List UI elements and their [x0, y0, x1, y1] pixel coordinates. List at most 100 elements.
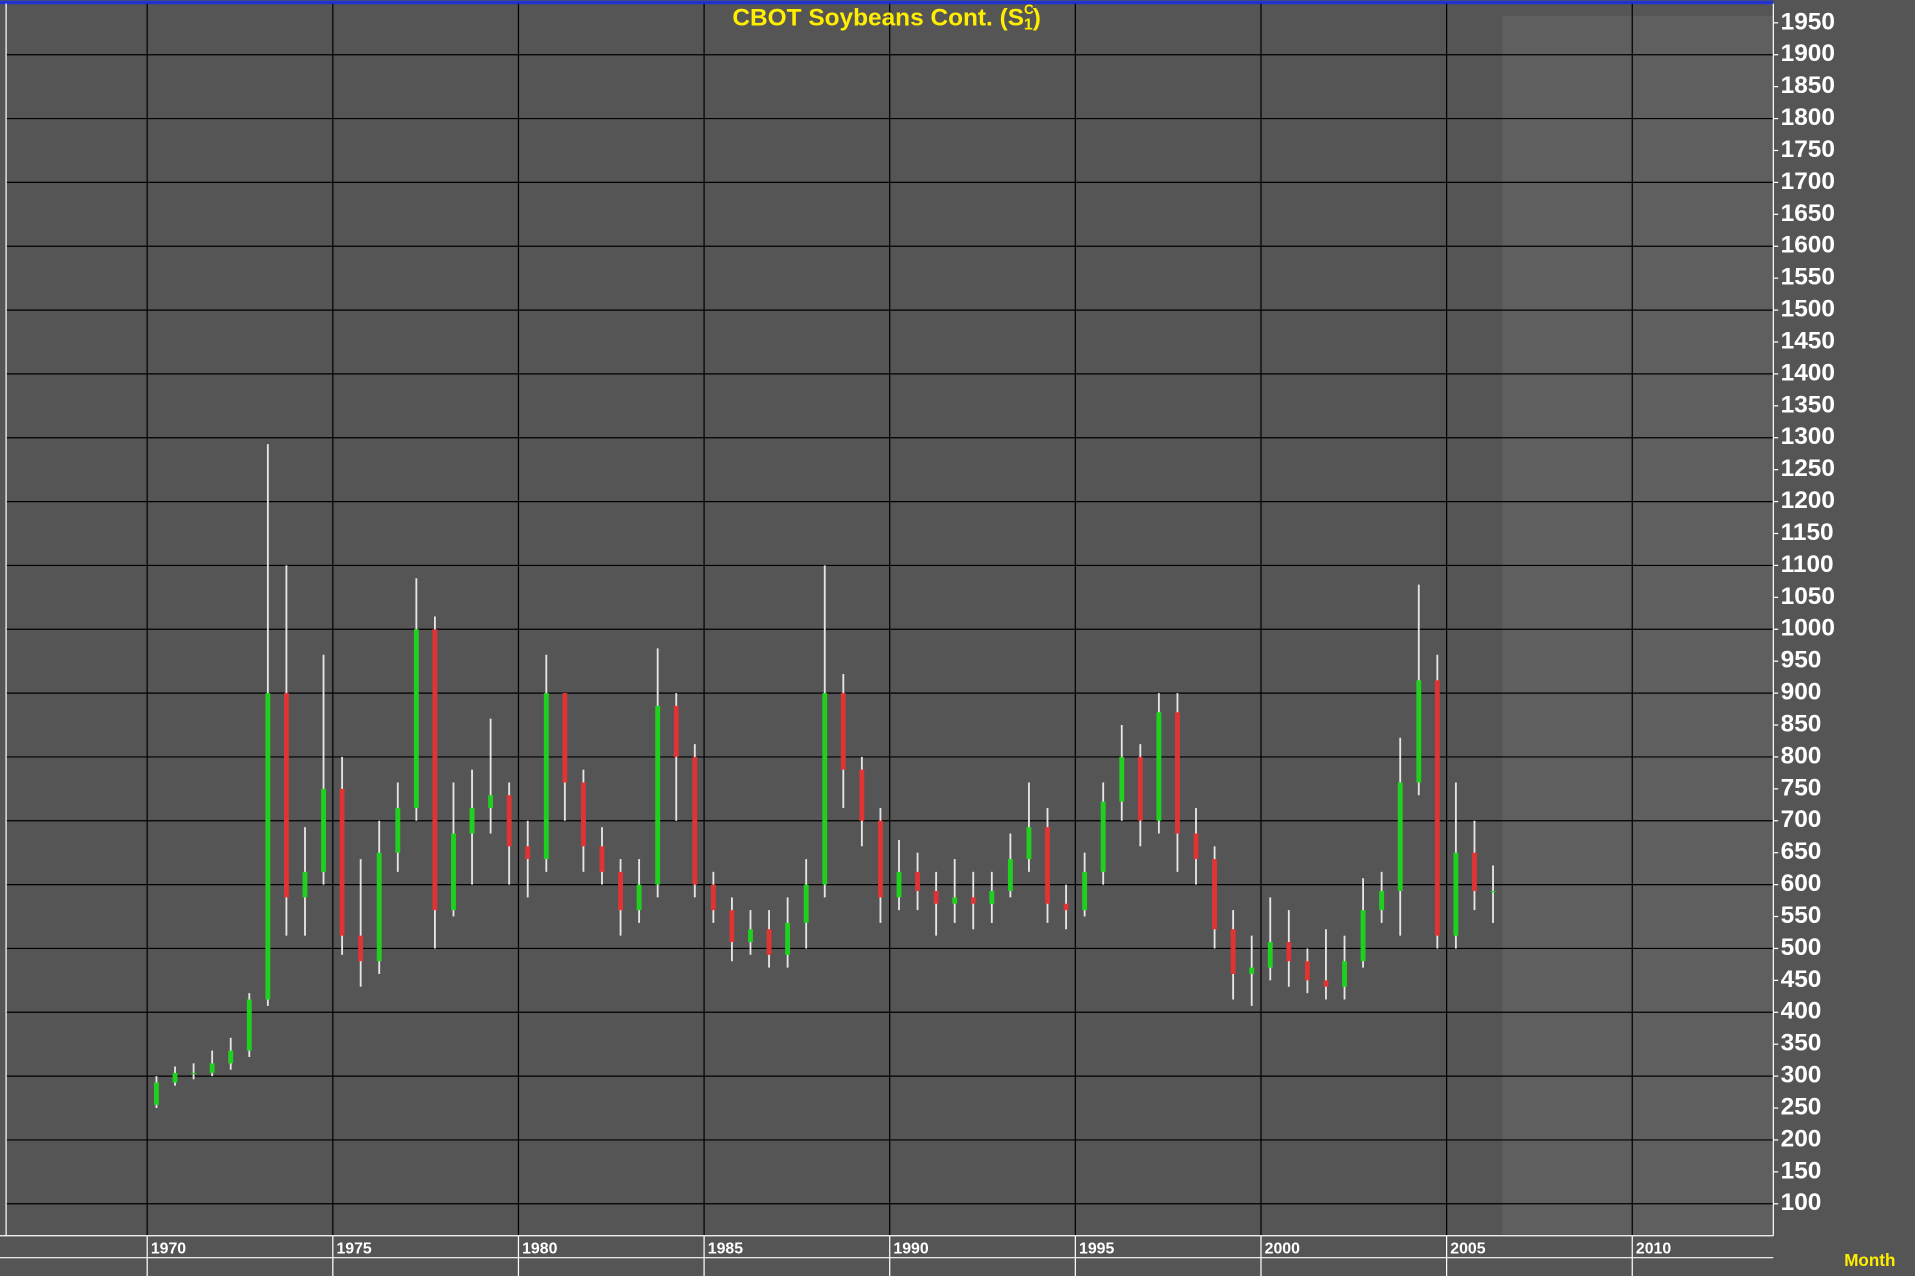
- x-tick-label: 2005: [1450, 1240, 1485, 1257]
- y-tick-label: 700: [1781, 806, 1822, 833]
- y-tick-label: 200: [1781, 1125, 1822, 1152]
- y-tick-label: 1300: [1781, 423, 1835, 450]
- y-tick-label: 1150: [1781, 519, 1834, 546]
- y-tick-label: 800: [1781, 742, 1822, 769]
- bar-body: [618, 871, 623, 911]
- bar-body: [859, 769, 865, 821]
- x-tick-label: 1975: [336, 1240, 371, 1257]
- y-tick-label: 1400: [1781, 359, 1835, 386]
- bar-body: [896, 871, 902, 898]
- x-tick-label: 1980: [522, 1240, 557, 1257]
- bar-body: [1323, 980, 1329, 987]
- bar-body: [692, 756, 698, 885]
- bar-body: [469, 808, 475, 834]
- bar-body: [1026, 827, 1032, 860]
- title-sup: C: [1024, 1, 1034, 16]
- title-main: CBOT Soybeans Cont. (S: [732, 5, 1024, 32]
- y-tick-label: 1650: [1781, 200, 1835, 227]
- y-tick-label: 1200: [1781, 487, 1835, 514]
- y-tick-label: 350: [1781, 1030, 1822, 1057]
- bar-body: [1175, 712, 1180, 834]
- bar-body: [1212, 859, 1218, 930]
- y-tick-label: 1800: [1781, 104, 1835, 131]
- x-tick-label: 1990: [893, 1240, 928, 1257]
- title-sub: 1: [1024, 17, 1033, 34]
- bar-body: [1045, 827, 1050, 904]
- bar-body: [1434, 680, 1440, 936]
- y-tick-label: 1750: [1781, 136, 1835, 163]
- bar-body: [1007, 859, 1013, 891]
- bar-body: [1063, 903, 1069, 911]
- bar-body: [1082, 871, 1088, 911]
- bar-body: [636, 884, 642, 911]
- y-tick-label: 1100: [1781, 551, 1834, 578]
- bar-body: [154, 1082, 159, 1105]
- y-tick-label: 900: [1781, 679, 1822, 706]
- bar-body: [655, 705, 661, 885]
- bar-body: [1119, 756, 1125, 802]
- bar-body: [1286, 942, 1292, 962]
- x-tick-label: 1995: [1079, 1240, 1114, 1257]
- bars: [154, 444, 1496, 1109]
- y-tick-label: 600: [1781, 870, 1822, 897]
- bar-body: [822, 693, 828, 885]
- y-tick-label: 100: [1781, 1189, 1822, 1216]
- bar-body: [1156, 712, 1162, 821]
- y-tick-label: 300: [1781, 1062, 1822, 1089]
- bar-body: [877, 820, 883, 898]
- bar-body: [562, 693, 568, 783]
- bar-body: [1379, 890, 1385, 911]
- y-tick-label: 400: [1781, 998, 1822, 1025]
- y-tick-label: 1900: [1781, 40, 1835, 67]
- bar-body: [933, 890, 939, 904]
- bar-body: [172, 1072, 178, 1083]
- x-tick-label: 2010: [1636, 1240, 1671, 1257]
- period-label: Month: [1844, 1251, 1895, 1270]
- y-tick-label: 1700: [1781, 168, 1835, 195]
- y-tick-label: 1250: [1781, 455, 1835, 482]
- bar-body: [785, 922, 791, 955]
- bar-body: [710, 884, 716, 911]
- y-tick-label: 750: [1781, 774, 1822, 801]
- y-tick-label: 950: [1781, 647, 1822, 674]
- bar-body: [302, 871, 308, 898]
- y-tick-label: 1450: [1781, 327, 1835, 354]
- bar-body: [748, 929, 753, 943]
- y-tick-label: 1550: [1781, 264, 1835, 291]
- y-tick-label: 650: [1781, 838, 1822, 865]
- bar-body: [989, 890, 995, 904]
- y-tick-label: 150: [1781, 1157, 1822, 1184]
- bar-body: [321, 788, 326, 872]
- bar-body: [451, 833, 456, 911]
- y-tick-label: 1950: [1781, 8, 1835, 35]
- bar-body: [395, 808, 401, 853]
- y-tick-label: 500: [1781, 934, 1822, 961]
- bar-body: [952, 897, 958, 904]
- bar-body: [209, 1063, 215, 1073]
- grid: [6, 3, 1774, 1236]
- bar-body: [729, 910, 735, 943]
- bar-body: [1267, 942, 1273, 968]
- axis-labels: 100 150 200 250 300 350 400 450 500 550 600 650 700 7…: [146, 8, 1835, 1276]
- bar-body: [1193, 833, 1199, 860]
- bar-body: [376, 852, 382, 962]
- x-tick-label: 1970: [151, 1240, 186, 1257]
- y-tick-label: 250: [1781, 1093, 1822, 1120]
- bar-body: [766, 929, 772, 955]
- y-tick-label: 1000: [1781, 615, 1835, 642]
- empty-area: [1502, 15, 1774, 1235]
- bar-body: [803, 884, 809, 923]
- x-tick-label: 2000: [1265, 1240, 1300, 1257]
- bar-body: [599, 846, 605, 872]
- chart-title: CBOT Soybeans Cont. (SC 1): [732, 1, 1040, 34]
- bar-body: [358, 935, 364, 962]
- bar-body: [1137, 756, 1143, 821]
- bar-body: [673, 705, 679, 757]
- bar-body: [1249, 967, 1255, 974]
- x-tick-label: 1985: [708, 1240, 743, 1257]
- bar-body: [432, 629, 438, 911]
- bar-body: [525, 846, 531, 860]
- bar-body: [1100, 801, 1106, 872]
- bar-body: [543, 693, 549, 860]
